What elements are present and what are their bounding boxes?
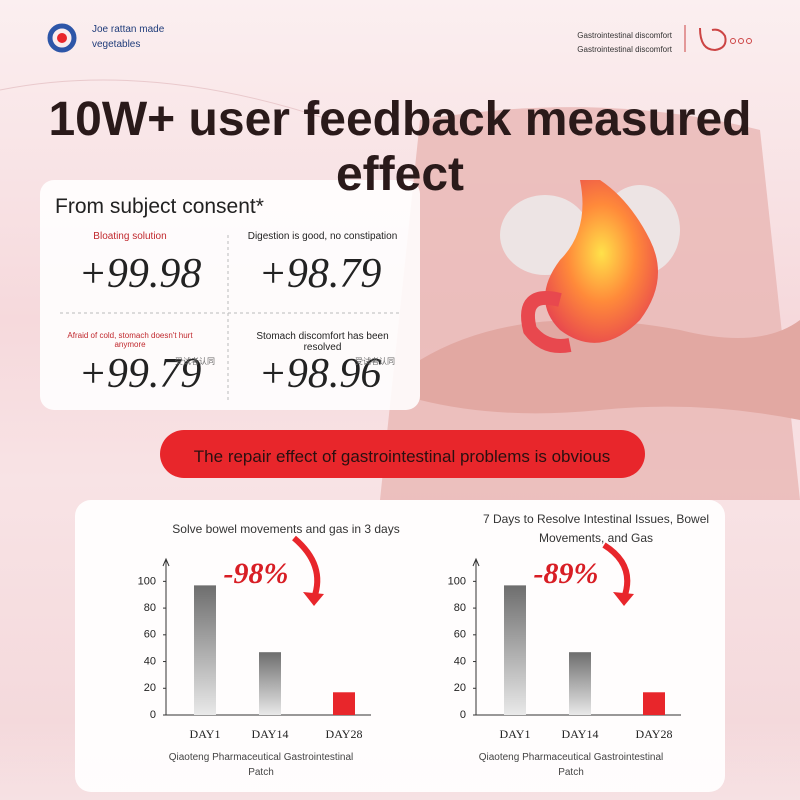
arrow-head <box>303 592 324 606</box>
chart-card <box>75 500 725 792</box>
stat-value: +99.98 <box>78 251 202 297</box>
bar <box>333 692 355 715</box>
y-tick-label: 100 <box>138 575 156 587</box>
y-tick-label: 80 <box>454 602 466 614</box>
tag: Gastrointestinal discomfort <box>577 31 672 40</box>
annotation-arrow <box>602 542 631 600</box>
consent-heading: From subject consent* <box>55 195 264 218</box>
y-tick-label: 40 <box>454 655 466 667</box>
y-tick-label: 100 <box>448 575 466 587</box>
y-tick-label: 60 <box>144 629 156 641</box>
stat-label: Stomach discomfort has been resolved <box>256 331 389 353</box>
tag: Gastrointestinal discomfort <box>577 45 672 54</box>
banner-text: The repair effect of gastrointestinal pr… <box>193 447 611 466</box>
chart-caption: Qiaoteng Pharmaceutical Gastrointestinal… <box>168 752 354 778</box>
hands <box>420 320 800 420</box>
bar <box>643 692 665 715</box>
logo <box>47 23 77 53</box>
y-tick-label: 0 <box>150 709 156 721</box>
axis-arrow <box>472 557 480 567</box>
stat-value: +98.96 <box>258 351 382 397</box>
bar-sheen <box>569 652 591 715</box>
x-tick-label: DAY14 <box>252 727 289 741</box>
logo-dot <box>57 33 67 43</box>
dot <box>730 38 736 44</box>
stomach-duct <box>521 291 572 353</box>
stomach-icon <box>699 27 727 52</box>
chart-title: 7 Days to Resolve Intestinal Issues, Bow… <box>482 512 710 545</box>
chart-caption: Qiaoteng Pharmaceutical Gastrointestinal… <box>478 752 664 778</box>
stat-label: Digestion is good, no constipation <box>247 231 398 242</box>
y-tick-label: 80 <box>144 602 156 614</box>
stat-value: +99.79 <box>78 351 202 397</box>
title: 10W+ user feedback measured effect <box>48 93 752 201</box>
bar-sheen <box>504 585 526 715</box>
deco-line <box>0 79 331 121</box>
dot <box>746 38 752 44</box>
x-tick-label: DAY28 <box>636 727 673 741</box>
chart-title: Solve bowel movements and gas in 3 days <box>172 522 400 536</box>
bar-sheen <box>194 585 216 715</box>
consent-card <box>40 180 420 410</box>
x-tick-label: DAY14 <box>562 727 599 741</box>
x-tick-label: DAY1 <box>190 727 221 741</box>
stat-label: Afraid of cold, stomach doesn't hurt any… <box>67 331 193 349</box>
annotation: -98% <box>224 557 289 590</box>
annotation-arrow <box>292 535 321 600</box>
annotation: -89% <box>534 557 599 590</box>
bar-sheen <box>259 652 281 715</box>
stat-note: 受试者认同 <box>175 357 215 366</box>
y-tick-label: 20 <box>454 682 466 694</box>
brand: Joe rattan made vegetables <box>92 24 165 50</box>
y-tick-label: 20 <box>144 682 156 694</box>
stat-value: +98.79 <box>258 251 382 297</box>
axis-arrow <box>162 557 170 567</box>
dot <box>738 38 744 44</box>
y-tick-label: 60 <box>454 629 466 641</box>
arrow-head <box>613 592 634 606</box>
banner <box>160 430 645 478</box>
x-tick-label: DAY28 <box>326 727 363 741</box>
y-tick-label: 40 <box>144 655 156 667</box>
x-tick-label: DAY1 <box>500 727 531 741</box>
stat-note: 受试者认同 <box>355 357 395 366</box>
stomach <box>545 180 658 343</box>
fade <box>0 720 800 800</box>
y-tick-label: 0 <box>460 709 466 721</box>
stat-label: Bloating solution <box>93 231 167 242</box>
